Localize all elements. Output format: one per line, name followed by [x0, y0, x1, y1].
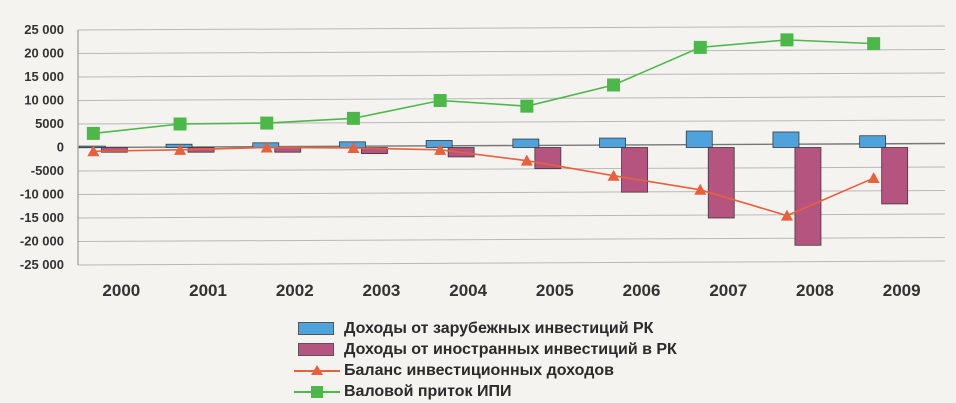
legend-label: Доходы от зарубежных инвестиций РК — [344, 319, 654, 337]
gridline — [77, 25, 946, 31]
point-balance — [347, 141, 360, 153]
y-tick-label: 0 — [57, 140, 64, 155]
point-balance — [780, 209, 793, 221]
legend-item-balance: Баланс инвестиционных доходов — [294, 360, 677, 381]
bar-foreign-income — [772, 131, 800, 148]
bar-foreign-income — [599, 137, 626, 148]
point-gross-inflow — [780, 33, 794, 47]
gridline — [77, 142, 946, 149]
x-tick-label: 2005 — [536, 281, 574, 300]
point-balance — [607, 169, 620, 181]
bar-foreign-income — [859, 135, 887, 148]
combo-chart: 25 000 20 000 15 000 10 000 5000 0 -5000 -10 00… — [20, 22, 946, 300]
x-tick-label: 2000 — [102, 281, 140, 300]
bar-foreign-income — [512, 138, 540, 148]
point-gross-inflow — [867, 37, 881, 51]
y-tick-label: -10 000 — [20, 187, 64, 202]
point-balance — [520, 154, 533, 166]
x-axis-ticks: 2000 2001 2002 2003 2004 2005 2006 2007 2008 2009 — [102, 281, 920, 300]
x-tick-label: 2004 — [449, 281, 487, 300]
x-tick-label: 2006 — [623, 281, 661, 300]
legend-item-gross-inflow: Валовой приток ИПИ — [294, 381, 677, 402]
series-line — [93, 39, 874, 135]
legend-swatch-blue — [294, 320, 340, 338]
legend-label: Доходы от иностранных инвестиций в РК — [344, 340, 677, 358]
legend-item-foreign-income: Доходы от зарубежных инвестиций РК — [294, 318, 677, 339]
bar-investment-income — [621, 147, 648, 193]
point-gross-inflow — [86, 126, 100, 140]
point-gross-inflow — [520, 99, 534, 113]
point-balance — [87, 145, 100, 157]
point-gross-inflow — [260, 116, 274, 130]
bars — [78, 130, 909, 246]
point-gross-inflow — [173, 117, 187, 131]
point-balance — [434, 143, 447, 155]
point-balance — [174, 143, 187, 155]
legend-label: Баланс инвестиционных доходов — [344, 361, 614, 379]
bar-foreign-income — [685, 130, 713, 148]
y-tick-label: -25 000 — [20, 257, 64, 272]
point-gross-inflow — [693, 40, 707, 54]
y-tick-label: 10 000 — [24, 93, 64, 108]
y-tick-label: 25 000 — [24, 22, 64, 37]
x-tick-label: 2009 — [883, 281, 921, 300]
point-balance — [260, 141, 273, 153]
y-tick-label: 15 000 — [24, 69, 64, 84]
bar-investment-income — [881, 147, 909, 205]
lines — [86, 33, 881, 221]
x-tick-label: 2002 — [276, 281, 314, 300]
x-tick-label: 2007 — [709, 281, 747, 300]
point-gross-inflow — [607, 78, 621, 92]
gridline — [77, 72, 946, 78]
gridline — [77, 49, 946, 54]
y-tick-label: -20 000 — [20, 234, 64, 249]
legend: Доходы от зарубежных инвестиций РК Доход… — [294, 318, 677, 402]
point-gross-inflow — [433, 94, 447, 107]
legend-swatch-magenta — [294, 341, 340, 359]
point-balance — [694, 183, 707, 195]
x-tick-label: 2003 — [363, 281, 401, 300]
bar-investment-income — [794, 147, 822, 246]
y-tick-label: -5000 — [31, 163, 64, 178]
point-balance — [867, 172, 880, 184]
gridline — [77, 260, 946, 266]
y-tick-label: 20 000 — [24, 46, 64, 61]
legend-label: Валовой приток ИПИ — [344, 382, 512, 400]
legend-item-investment-income: Доходы от иностранных инвестиций в РК — [294, 339, 677, 360]
x-tick-label: 2008 — [796, 281, 834, 300]
bar-investment-income — [707, 147, 735, 219]
y-tick-label: 5000 — [35, 116, 64, 131]
bar-investment-income — [100, 147, 128, 153]
bar-investment-income — [361, 147, 388, 155]
x-tick-label: 2001 — [189, 281, 227, 300]
legend-swatch-square — [294, 383, 340, 401]
series-line — [93, 146, 874, 217]
gridline — [77, 96, 946, 101]
point-gross-inflow — [346, 111, 360, 125]
legend-swatch-triangle — [294, 362, 340, 380]
y-axis-ticks: 25 000 20 000 15 000 10 000 5000 0 -5000 -10 00… — [20, 22, 64, 272]
y-tick-label: -15 000 — [20, 210, 64, 225]
